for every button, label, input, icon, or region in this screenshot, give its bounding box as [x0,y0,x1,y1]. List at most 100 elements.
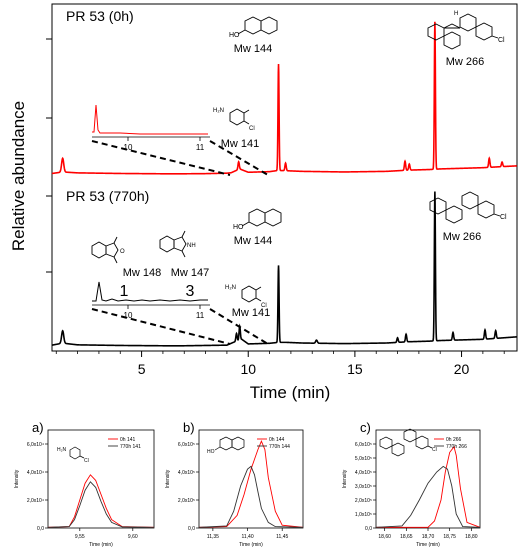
label-mw266-bottom: Mw 266 [443,231,482,243]
subplot-xtick-label: 18,80 [465,534,478,540]
inset-top-trace [92,104,208,135]
subplot-ytick-label: 5,0x10⁵ [355,456,372,462]
panel-b-ho: HO [207,449,215,455]
subplot-ytick-label: 2,0x10⁵ [178,498,195,504]
panel-b-structure [214,436,245,451]
panel-a-cl: Cl [84,458,89,464]
legend-entry: 0h 266 [446,437,462,443]
aniline-h2n-bottom: H₂N [225,285,236,291]
subplot-ylabel: Intensity [14,469,20,488]
subplot-ytick-label: 0,0 [365,526,372,532]
label-compound-1: 1 [120,283,129,300]
anhydride-structure [91,236,119,264]
subplot-ytick-label: 4,0x10⁵ [178,470,195,476]
naphthol-structure-top [237,16,278,35]
main-xticks: 5 10 15 20 [55,351,505,377]
inset-bottom-zoom-right [209,308,269,345]
label-mw141-bottom: Mw 141 [232,307,271,319]
aniline-h2n-top: H₂N [213,108,224,114]
mw266-cl-top: Cl [498,37,505,44]
subplot-xtick-label: 9,60 [128,534,138,540]
subplot-ylabel: Intensity [342,469,348,488]
legend-entry: 770h 144 [269,444,290,450]
label-mw266-top: Mw 266 [446,56,485,68]
subplot-ytick-label: 6,0x10⁵ [178,442,195,448]
subplot-ytick-label: 4,0x10⁴ [27,470,44,476]
subplot-xtick-label: 18,65 [400,534,413,540]
subplot-xtick-label: 11,45 [276,534,288,540]
label-mw144-bottom: Mw 144 [234,235,273,247]
main-plot-frame [51,3,518,352]
subplot-xtick-label: 11,40 [241,534,253,540]
subplot-series-line [376,445,481,528]
label-mw141-top: Mw 141 [221,138,260,150]
subplot-ytick-label: 0,0 [37,526,44,532]
subplot-xtick-label: 9,55 [75,534,85,540]
inset-bottom-trace [92,281,208,302]
subplot-frame [198,429,304,529]
subplot-series-line [198,465,304,528]
mw266-nh-top: H [454,11,458,17]
panel-b: b) 0,0 2,0x10⁵ 4,0x10⁵ 6,0x10⁵ 11,35 11,40 11,4… [165,420,304,548]
naphthol-ho-top: HO [229,32,240,39]
main-yticks [46,38,52,273]
phthalimide-structure [159,230,187,258]
inset-bottom: 10 11 [91,281,269,345]
subplot-series-line [375,465,481,528]
subplot-ytick-label: 3,0x10⁵ [355,484,372,490]
subplot-xtick-label: 18,70 [422,534,435,540]
subplot-xtick-label: 11,35 [207,534,219,540]
panel-a-structure [69,446,85,460]
subplot-ytick-label: 6,0x10⁴ [27,442,44,448]
mw266-cl-bottom: Cl [500,214,507,221]
subplot-ytick-label: 4,0x10⁵ [355,470,372,476]
subplot-xlabel: Time (min) [239,542,263,548]
subplot-ytick-label: 2,0x10⁵ [355,498,372,504]
inset-bottom-tick-10: 10 [124,311,133,320]
anhydride-o: O [120,249,125,255]
subplot-series-line [47,481,155,528]
main-xtick-label: 15 [347,361,363,377]
inset-top-zoom-left [91,140,231,176]
naphthol-structure-bottom [241,208,282,227]
aniline-structure-bottom [241,285,262,303]
subplot-ytick-label: 0,0 [188,526,195,532]
panel-label: a) [32,420,44,435]
inset-top-tick-10: 10 [124,143,133,152]
naphthol-ho-bottom: HO [233,224,244,231]
inset-bottom-zoom-left [91,308,231,345]
panel-c-cl: Cl [432,447,437,453]
aniline-cl-bottom: Cl [261,303,267,309]
main-xtick-label: 10 [240,361,256,377]
legend-entry: 0h 144 [269,437,285,443]
main-xtick-label: 5 [138,361,146,377]
series-line-0h [51,21,517,175]
subplot-xtick-label: 18,75 [443,534,456,540]
mw266-structure-top [427,13,499,50]
subplot-ytick-label: 6,0x10⁵ [355,442,372,448]
panel-a-h2n: H₂N [57,447,67,453]
inset-top-tick-11: 11 [196,143,205,152]
legend-entry: 0h 141 [120,437,136,443]
panel-label: c) [360,420,371,435]
phthalimide-nh: NH [187,243,196,249]
label-compound-3: 3 [186,283,195,300]
label-mw148: Mw 148 [123,267,162,279]
legend-entry: 770h 141 [120,444,141,450]
subplot-xlabel: Time (min) [416,542,440,548]
aniline-cl-top: Cl [249,126,255,132]
mw266-structure-bottom [429,191,501,224]
inset-top-zoom-right [209,140,269,176]
subplot-frame [47,429,155,529]
inset-bottom-tick-11: 11 [196,311,205,320]
panel-c: c) 0,0 1,0x10⁵ 2,0x10⁵ 3,0x10⁵ 4,0x10⁵ 5,0x10⁵… [342,420,481,548]
panel-label: b) [183,420,195,435]
subplot-ytick-label: 2,0x10⁴ [27,498,44,504]
subplot-series-line [198,440,304,528]
inset-top: 10 11 [91,104,269,176]
label-pr53-770h: PR 53 (770h) [66,188,149,204]
series-line-770h [51,191,517,347]
subplot-xlabel: Time (min) [89,542,113,548]
subplot-xtick-label: 18,60 [378,534,391,540]
